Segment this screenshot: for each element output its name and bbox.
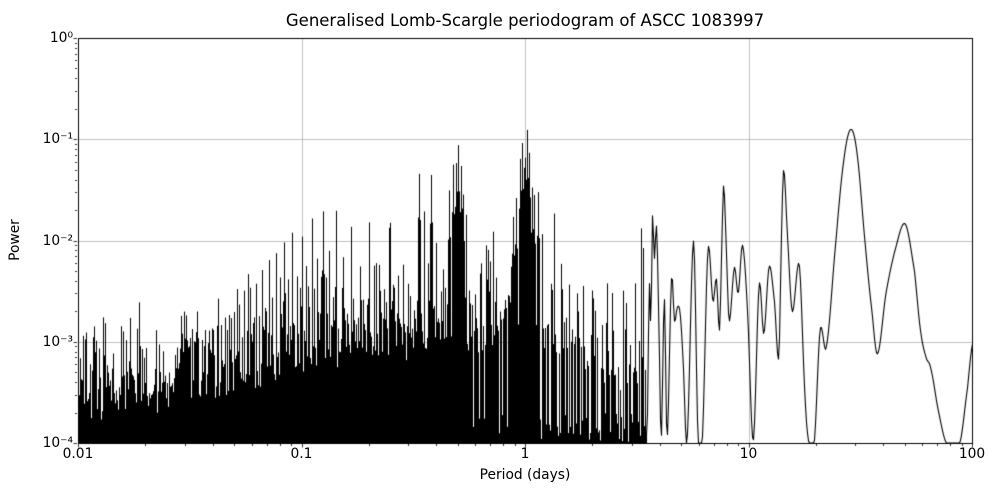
y-tick-label: 10⁻² [42,232,73,249]
y-tick-label: 10⁰ [49,30,73,46]
x-axis-label: Period (days) [479,467,571,483]
x-tick-label: 10 [739,446,758,462]
chart-title: Generalised Lomb-Scargle periodogram of … [285,11,765,30]
x-tick-label: 100 [958,446,986,462]
y-tick-label: 10⁻³ [42,333,73,350]
y-tick-label: 10⁻¹ [42,131,73,148]
x-tick-label: 1 [520,446,530,462]
y-tick-label: 10⁻⁴ [42,435,73,451]
x-tick-label: 0.01 [62,446,94,462]
x-tick-label: 0.1 [290,446,313,462]
